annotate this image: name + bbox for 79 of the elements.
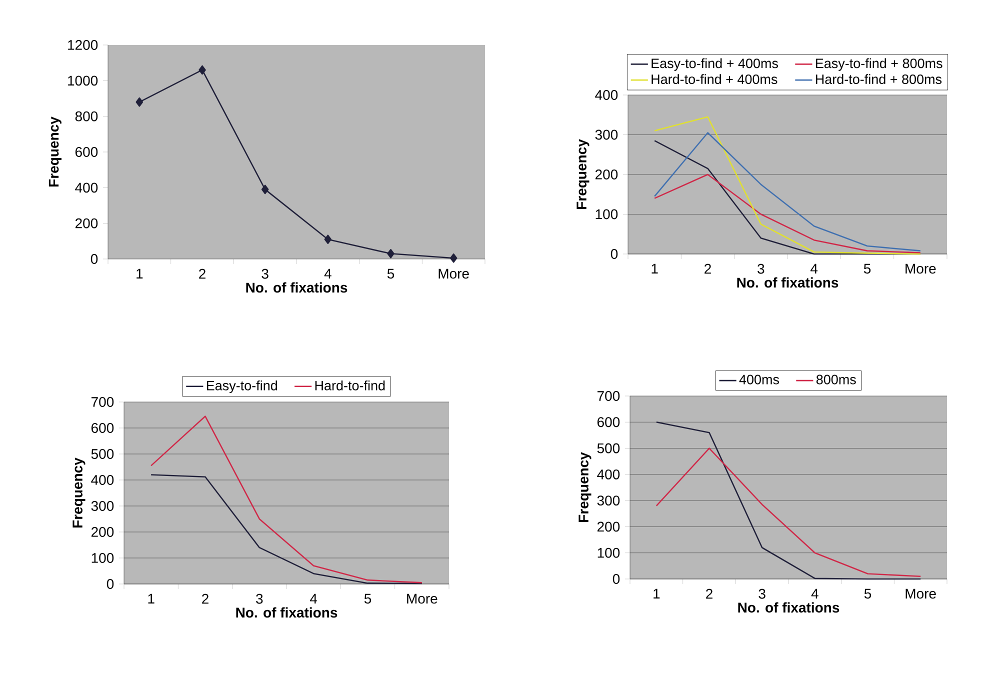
line-series: [150, 474, 423, 584]
y-tick-label: 0: [610, 249, 618, 259]
y-tick-label: 400: [91, 475, 114, 485]
y-tick-label: 600: [75, 147, 98, 157]
x-axis-title: No. of fixations: [737, 277, 838, 288]
y-tick-label: 600: [91, 423, 114, 433]
x-tick-label: More: [407, 594, 438, 604]
x-tick-label: 5: [864, 588, 872, 599]
y-tick-label: 800: [75, 111, 98, 122]
y-tick-label: 1000: [68, 76, 98, 86]
y-tick-label: 200: [91, 527, 114, 537]
x-tick-label: 3: [256, 594, 263, 604]
y-tick-label: 600: [597, 417, 620, 428]
x-tick-label: 2: [704, 264, 711, 274]
x-tick-label: 4: [310, 594, 318, 604]
y-tick-label: 300: [597, 496, 620, 506]
legend-label: Hard-to-find + 800ms: [816, 74, 942, 84]
y-tick-label: 100: [92, 553, 114, 563]
legend-label: Easy-to-find: [206, 380, 277, 394]
x-tick-label: 5: [387, 268, 394, 279]
legend-label: 400ms: [739, 374, 779, 384]
y-tick-label: 300: [91, 501, 114, 511]
line-series: [654, 174, 922, 254]
x-axis-title: No. of fixations: [246, 282, 348, 293]
y-tick-label: 500: [91, 449, 114, 459]
x-tick-label: 3: [758, 588, 766, 599]
y-tick-label: 700: [92, 397, 114, 407]
y-axis-title: Frequency: [48, 116, 62, 186]
x-tick-label: More: [438, 268, 469, 279]
x-tick-label: 4: [811, 588, 818, 598]
x-tick-label: 4: [810, 264, 818, 274]
line-series: [656, 421, 922, 580]
x-axis-title: No. of fixations: [236, 607, 338, 618]
x-tick-label: 1: [136, 268, 143, 278]
y-tick-label: 400: [595, 90, 618, 100]
y-tick-label: 300: [595, 130, 618, 140]
legend-label: Hard-to-find: [315, 380, 385, 390]
x-axis-title: No. of fixations: [738, 602, 840, 613]
y-tick-label: 200: [595, 170, 618, 180]
x-tick-label: More: [906, 588, 936, 599]
x-tick-label: More: [906, 264, 936, 274]
y-tick-label: 0: [612, 574, 620, 584]
y-tick-label: 100: [596, 209, 618, 220]
point: [450, 253, 458, 263]
x-tick-label: 3: [758, 264, 764, 274]
legend-label: Easy-to-find + 400ms: [652, 58, 778, 71]
x-tick-label: 2: [199, 268, 206, 279]
line-series: [150, 416, 423, 584]
y-tick-label: 700: [598, 391, 620, 401]
legend-label: 800ms: [816, 374, 856, 384]
y-tick-label: 1200: [68, 40, 98, 50]
x-tick-label: 5: [864, 264, 871, 274]
point: [261, 184, 269, 194]
point: [387, 248, 394, 258]
x-tick-label: 1: [652, 264, 658, 274]
x-tick-label: 2: [706, 588, 712, 599]
y-tick-label: 400: [597, 469, 620, 480]
y-tick-label: 100: [598, 548, 620, 558]
y-axis-title: Frequency: [576, 139, 590, 209]
point: [136, 97, 144, 107]
x-tick-label: 5: [364, 594, 372, 604]
point: [324, 234, 332, 244]
x-tick-label: 4: [324, 268, 332, 278]
point: [198, 65, 206, 75]
y-tick-label: 200: [75, 218, 98, 228]
y-axis-title: Frequency: [578, 452, 592, 522]
x-tick-label: 1: [654, 588, 660, 598]
x-tick-label: 1: [148, 594, 154, 604]
x-tick-label: 2: [202, 594, 208, 604]
legend-label: Easy-to-find + 800ms: [816, 58, 942, 71]
y-tick-label: 200: [597, 522, 620, 532]
x-tick-label: 3: [262, 268, 268, 279]
legend-label: Hard-to-find + 400ms: [652, 74, 778, 84]
y-tick-label: 400: [75, 182, 98, 193]
y-tick-label: 500: [597, 443, 620, 454]
y-tick-label: 0: [90, 254, 98, 264]
y-tick-label: 0: [106, 579, 114, 589]
line-series: [656, 448, 922, 578]
y-axis-title: Frequency: [72, 458, 86, 528]
